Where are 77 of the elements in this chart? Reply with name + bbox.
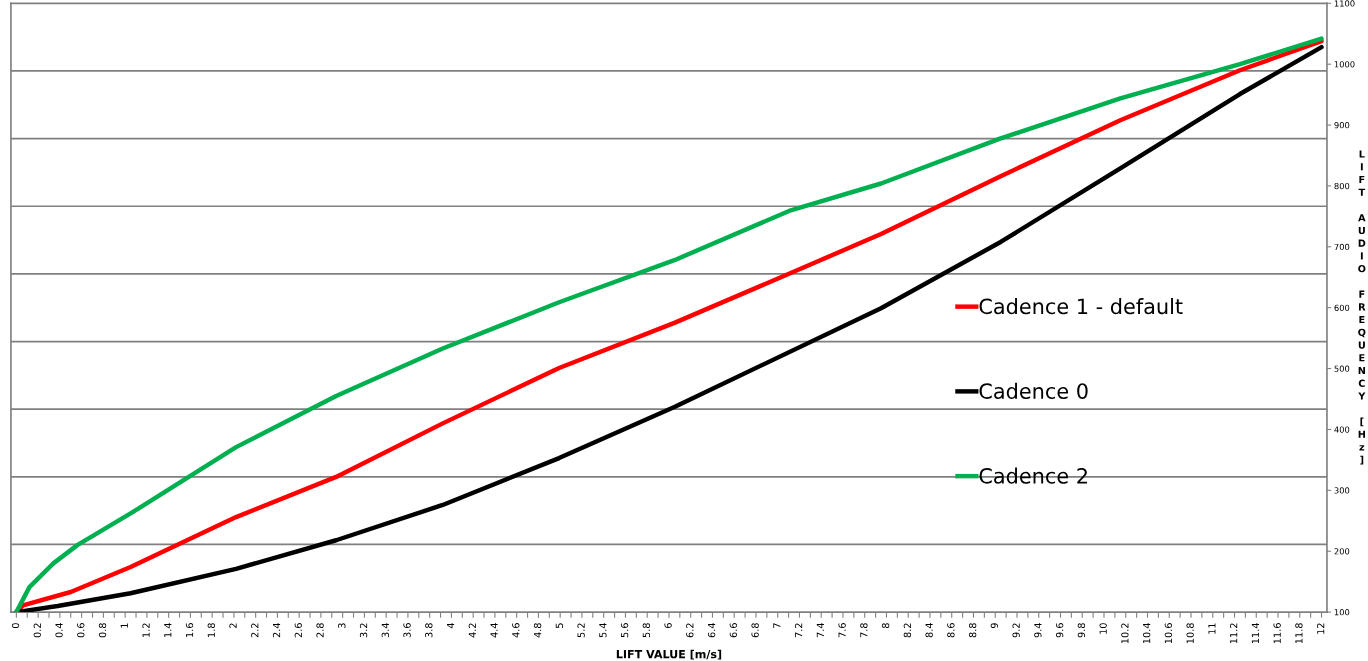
y-tick-label: 200 (1334, 548, 1350, 555)
y-tick-label: 500 (1334, 365, 1350, 372)
x-tick-label: 5 (555, 623, 564, 628)
x-tick-label: 10 (1099, 623, 1107, 634)
x-tick-label: 6 (664, 623, 672, 629)
x-tick-label: 11.6 (1273, 623, 1281, 644)
x-tick-label: 8 (881, 623, 890, 629)
legend-label: Cadence 1 - default (979, 298, 1183, 315)
x-tick-label: 5.2 (577, 623, 585, 638)
y-tick-label: 900 (1334, 122, 1350, 129)
x-tick-label: 6.4 (707, 623, 716, 638)
x-tick-label: 0.2 (33, 623, 41, 638)
x-tick-label: 1.6 (185, 623, 194, 637)
y-tick-label: 600 (1334, 304, 1350, 311)
x-tick-label: 11 (1208, 623, 1216, 634)
x-tick-label: 4 (447, 623, 455, 629)
x-tick-label: 9 (990, 623, 999, 629)
x-tick-label: 0.6 (77, 623, 85, 638)
x-tick-label: 4.6 (512, 623, 520, 638)
x-tick-label: 5.8 (642, 623, 651, 638)
x-tick-label: 8.2 (903, 623, 912, 638)
x-tick-label: 11.2 (1229, 623, 1238, 644)
x-tick-label: 8.4 (925, 623, 933, 638)
x-tick-label: 12 (1316, 623, 1325, 634)
y-tick-label: 100 (1334, 609, 1350, 616)
x-tick-label: 11.4 (1251, 623, 1259, 644)
x-tick-label: 10.2 (1121, 623, 1129, 644)
x-tick-label: 9.8 (1077, 623, 1086, 638)
x-tick-label: 9.4 (1034, 623, 1042, 638)
x-axis-title: LIFT VALUE [m/s] (616, 649, 722, 660)
x-tick-label: 0 (11, 623, 20, 629)
x-tick-label: 4.2 (468, 623, 476, 638)
x-tick-label: 10.6 (1164, 623, 1173, 644)
x-tick-label: 3.4 (381, 623, 389, 638)
x-tick-label: 3.8 (425, 623, 433, 638)
x-tick-label: 7.2 (794, 623, 803, 638)
x-tick-label: 10.4 (1142, 623, 1151, 644)
x-tick-label: 6.2 (686, 623, 694, 638)
x-tick-label: 3 (338, 623, 346, 628)
x-tick-label: 5.4 (599, 623, 607, 638)
x-tick-label: 11.8 (1295, 623, 1303, 644)
x-tick-label: 2.6 (294, 623, 302, 638)
x-tick-label: 3.6 (403, 623, 411, 638)
x-tick-label: 1.2 (142, 623, 150, 637)
x-tick-label: 7 (773, 623, 781, 628)
y-tick-label: 800 (1334, 182, 1350, 190)
x-tick-label: 2 (229, 623, 237, 628)
y-tick-label: 300 (1334, 487, 1350, 494)
x-tick-label: 9.2 (1012, 623, 1020, 638)
x-tick-label: 7.4 (816, 623, 824, 638)
x-tick-label: 6.8 (751, 623, 759, 638)
x-tick-label: 8.8 (968, 623, 977, 638)
y-tick-label: 1100 (1334, 0, 1355, 7)
x-tick-label: 2.4 (272, 623, 281, 638)
x-tick-label: 7.6 (838, 623, 846, 638)
x-tick-label: 0.8 (98, 623, 107, 638)
x-tick-label: 6.6 (729, 623, 738, 638)
y-tick-label: 700 (1334, 243, 1350, 251)
x-tick-label: 1.4 (164, 623, 172, 637)
y-tick-label: 1000 (1334, 61, 1355, 68)
x-tick-label: 0.4 (55, 623, 63, 638)
x-tick-label: 9.6 (1055, 623, 1064, 638)
legend-label: Cadence 0 (979, 382, 1088, 399)
x-tick-label: 4.4 (490, 623, 498, 638)
x-tick-label: 3.2 (359, 623, 368, 638)
x-tick-label: 4.8 (533, 623, 542, 638)
text: LIFT AUDIO FREQUENCY [Hz] (1358, 150, 1366, 465)
x-tick-label: 10.8 (1186, 623, 1194, 644)
x-tick-label: 8.6 (947, 623, 955, 638)
x-tick-label: 2.2 (251, 623, 259, 638)
x-tick-label: 7.8 (860, 623, 868, 638)
x-tick-label: 1.8 (207, 623, 215, 637)
x-tick-label: 1 (120, 623, 128, 628)
legend-label: Cadence 2 (979, 467, 1087, 484)
x-tick-label: 5.6 (620, 623, 629, 638)
x-tick-label: 2.8 (316, 623, 324, 638)
y-tick-label: 400 (1334, 426, 1350, 433)
